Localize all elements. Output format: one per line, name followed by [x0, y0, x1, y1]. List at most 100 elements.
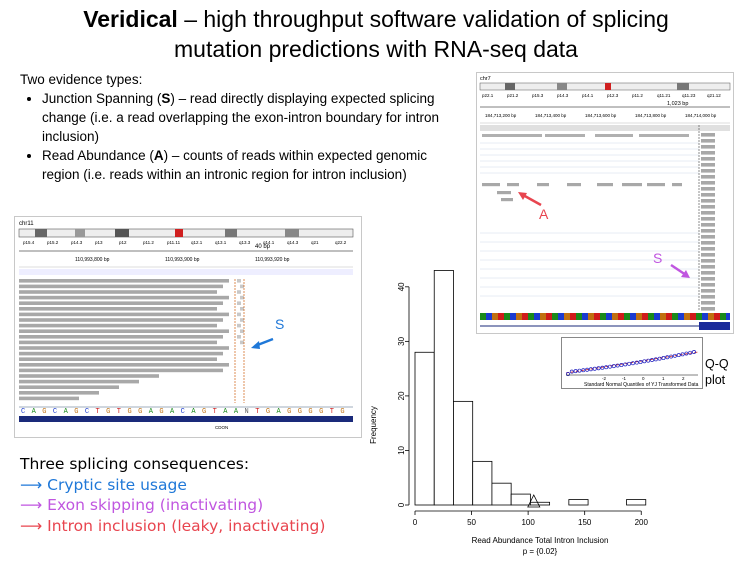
base — [526, 313, 528, 320]
read — [19, 368, 223, 373]
base — [628, 313, 630, 320]
left-coord: 110,993,920 bp — [255, 257, 290, 263]
qq-point — [684, 351, 689, 356]
base — [518, 313, 520, 320]
x-tick-label: 150 — [578, 518, 592, 527]
qq-point — [672, 353, 677, 358]
band-label: p11.2 — [632, 93, 643, 98]
base — [618, 313, 620, 320]
base — [642, 313, 644, 320]
read — [537, 183, 549, 187]
base — [640, 313, 642, 320]
band-dark — [677, 83, 689, 90]
base — [542, 313, 544, 320]
right-igv-panel: chr7 p22.1 p21.2 p15.3 p14.3 p14.1 p12.3 p11.2… — [476, 72, 734, 334]
read — [701, 199, 715, 203]
read — [240, 340, 244, 345]
qq-point — [646, 358, 651, 363]
base — [528, 313, 530, 320]
base — [534, 313, 536, 320]
base — [550, 313, 552, 320]
base — [708, 313, 710, 320]
s-arrow-head — [251, 341, 260, 349]
left-span-label: 40 bp — [255, 244, 271, 250]
base — [644, 313, 646, 320]
read — [19, 335, 223, 339]
base — [656, 313, 658, 320]
x-tick-label: 0 — [413, 518, 418, 527]
histogram-bar — [626, 499, 647, 506]
base: T — [96, 408, 100, 416]
left-ideogram — [18, 228, 354, 238]
qq-inset: -2 -1 0 1 2 Standard Normal Quantiles of… — [561, 337, 703, 389]
base: G — [159, 408, 163, 416]
base: G — [319, 408, 323, 416]
base — [716, 313, 718, 320]
base — [728, 313, 730, 320]
base — [688, 313, 690, 320]
read — [19, 363, 229, 367]
right-igv-view: chr7 p22.1 p21.2 p15.3 p14.3 p14.1 p12.3 p11.2… — [479, 76, 731, 330]
read — [19, 391, 99, 395]
base: G — [266, 408, 270, 416]
read — [701, 145, 715, 149]
read — [240, 307, 244, 311]
base — [676, 313, 678, 320]
base — [624, 313, 626, 320]
band-label: q14.1 — [263, 240, 275, 245]
evidence-heading: Two evidence types: — [20, 72, 143, 87]
read — [701, 277, 715, 281]
band-label: p22.1 — [482, 93, 494, 98]
read — [19, 307, 217, 311]
base — [604, 313, 606, 320]
base — [724, 313, 726, 320]
y-tick-label: 10 — [397, 445, 406, 454]
read — [701, 181, 715, 185]
base — [704, 313, 706, 320]
base: C — [53, 408, 57, 416]
base: A — [170, 408, 175, 416]
base — [512, 313, 514, 320]
read — [701, 139, 715, 143]
base — [496, 313, 498, 320]
base — [714, 313, 716, 320]
base — [566, 313, 568, 320]
histogram-bar — [472, 460, 493, 506]
base — [630, 313, 632, 320]
band-label: p14.3 — [557, 93, 569, 98]
base — [500, 313, 502, 320]
right-s-marker: S — [653, 250, 662, 266]
base: G — [74, 408, 78, 416]
read — [701, 295, 715, 299]
base — [480, 313, 482, 320]
y-tick-label: 20 — [397, 391, 406, 400]
read — [595, 134, 633, 137]
qq-point — [623, 362, 628, 367]
read — [567, 183, 581, 187]
read — [597, 183, 613, 187]
read — [701, 175, 715, 179]
base: A — [234, 408, 239, 416]
base — [520, 313, 522, 320]
band-label: q13.3 — [239, 240, 251, 245]
read — [19, 396, 79, 401]
base — [692, 313, 694, 320]
qq-point — [573, 369, 578, 374]
read — [701, 211, 715, 215]
band-label: q21 — [311, 240, 319, 245]
base: G — [127, 408, 131, 416]
band-label: q13.1 — [215, 240, 227, 245]
base — [510, 313, 512, 320]
base — [658, 313, 660, 320]
read — [701, 205, 715, 209]
band-dark — [35, 229, 47, 237]
band-dark — [75, 229, 85, 237]
qq-point — [676, 353, 681, 358]
consequences-heading: Three splicing consequences: — [20, 455, 250, 473]
base — [536, 313, 538, 320]
base — [650, 313, 652, 320]
read — [647, 183, 665, 187]
band-label: p15.2 — [47, 240, 59, 245]
consequence-intron-inclusion: ⟶ Intron inclusion (leaky, inactivating) — [20, 516, 326, 535]
coord-label: 184,713,400 bp — [535, 113, 567, 118]
